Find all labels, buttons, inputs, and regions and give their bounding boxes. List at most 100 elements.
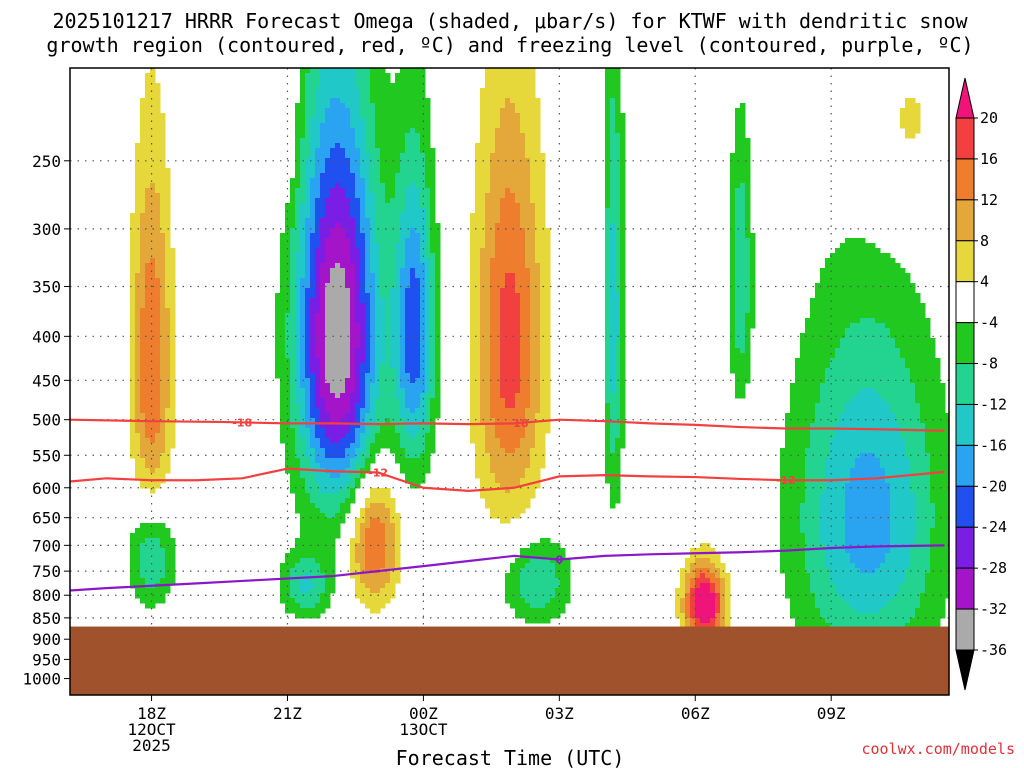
omega-cell — [410, 368, 416, 374]
omega-cell — [405, 318, 411, 324]
omega-cell — [345, 373, 351, 379]
omega-cell — [415, 218, 421, 224]
omega-cell — [130, 223, 136, 229]
omega-cell — [515, 318, 521, 324]
omega-cell — [405, 103, 411, 109]
omega-cell — [530, 178, 536, 184]
omega-cell — [510, 358, 516, 364]
omega-cell — [400, 133, 406, 139]
omega-cell — [325, 83, 331, 89]
omega-cell — [130, 293, 136, 299]
omega-cell — [485, 258, 491, 264]
omega-cell — [520, 98, 526, 104]
omega-cell — [435, 383, 441, 389]
omega-cell — [310, 273, 316, 279]
omega-cell — [295, 123, 301, 129]
omega-cell — [350, 293, 356, 299]
omega-cell — [310, 373, 316, 379]
omega-cell — [415, 333, 421, 339]
omega-cell — [385, 413, 391, 419]
omega-cell — [860, 408, 866, 414]
omega-cell — [140, 368, 146, 374]
omega-cell — [360, 228, 366, 234]
omega-cell — [830, 403, 836, 409]
omega-cell — [475, 293, 481, 299]
omega-cell — [295, 323, 301, 329]
omega-cell — [380, 213, 386, 219]
omega-cell — [300, 413, 306, 419]
omega-cell — [375, 348, 381, 354]
omega-cell — [820, 363, 826, 369]
omega-cell — [365, 368, 371, 374]
omega-cell — [435, 363, 441, 369]
omega-cell — [800, 338, 806, 344]
omega-cell — [400, 248, 406, 254]
omega-cell — [275, 368, 281, 374]
omega-cell — [335, 133, 341, 139]
omega-cell — [375, 403, 381, 409]
omega-cell — [830, 293, 836, 299]
omega-cell — [380, 353, 386, 359]
omega-cell — [430, 148, 436, 154]
omega-cell — [825, 328, 831, 334]
omega-cell — [535, 373, 541, 379]
omega-cell — [310, 108, 316, 114]
omega-cell — [285, 413, 291, 419]
omega-cell — [150, 98, 156, 104]
omega-cell — [430, 303, 436, 309]
omega-cell — [885, 403, 891, 409]
omega-cell — [525, 98, 531, 104]
omega-cell — [420, 203, 426, 209]
omega-cell — [385, 318, 391, 324]
omega-cell — [880, 273, 886, 279]
omega-cell — [880, 293, 886, 299]
omega-cell — [885, 388, 891, 394]
omega-cell — [430, 228, 436, 234]
omega-cell — [845, 323, 851, 329]
omega-cell — [360, 398, 366, 404]
omega-cell — [425, 238, 431, 244]
omega-cell — [415, 128, 421, 134]
omega-cell — [365, 353, 371, 359]
omega-cell — [865, 323, 871, 329]
omega-cell — [605, 388, 611, 394]
omega-cell — [405, 368, 411, 374]
omega-cell — [410, 73, 416, 79]
omega-cell — [365, 228, 371, 234]
omega-cell — [925, 408, 931, 414]
omega-cell — [365, 123, 371, 129]
omega-cell — [525, 223, 531, 229]
omega-cell — [500, 323, 506, 329]
omega-cell — [335, 93, 341, 99]
omega-cell — [150, 103, 156, 109]
omega-cell — [490, 78, 496, 84]
omega-cell — [160, 358, 166, 364]
omega-cell — [345, 353, 351, 359]
omega-cell — [480, 298, 486, 304]
omega-cell — [525, 173, 531, 179]
omega-cell — [745, 233, 751, 239]
omega-cell — [390, 108, 396, 114]
omega-cell — [470, 303, 476, 309]
omega-cell — [340, 303, 346, 309]
omega-cell — [310, 153, 316, 159]
omega-cell — [515, 383, 521, 389]
omega-cell — [435, 338, 441, 344]
omega-cell — [505, 118, 511, 124]
omega-cell — [875, 398, 881, 404]
omega-cell — [840, 263, 846, 269]
omega-cell — [310, 103, 316, 109]
omega-cell — [470, 368, 476, 374]
omega-cell — [910, 348, 916, 354]
omega-cell — [300, 163, 306, 169]
omega-cell — [790, 408, 796, 414]
omega-cell — [435, 278, 441, 284]
omega-cell — [365, 188, 371, 194]
omega-cell — [875, 258, 881, 264]
omega-cell — [425, 118, 431, 124]
omega-cell — [620, 238, 626, 244]
omega-cell — [900, 343, 906, 349]
omega-cell — [610, 188, 616, 194]
omega-cell — [910, 383, 916, 389]
omega-cell — [145, 163, 151, 169]
